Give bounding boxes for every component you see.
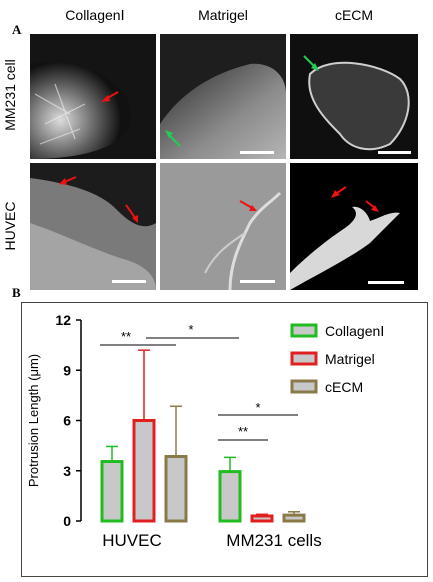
category-label: HUVEC	[102, 531, 162, 550]
bar	[282, 513, 306, 523]
legend-label: Matrigel	[325, 351, 375, 367]
arrow-red-icon	[125, 204, 137, 220]
bar	[100, 460, 124, 523]
bar-chart-panel: 0 3 6 9 12 Protrusion Length (μm) HUVEC MM231 c…	[21, 302, 428, 577]
legend-swatch	[290, 323, 318, 338]
micrograph-huvec-collagen	[30, 163, 156, 290]
significance-label: *	[255, 400, 260, 415]
bar	[164, 455, 188, 523]
row-label-huvec: HUVEC	[2, 201, 18, 251]
y-tick-label: 3	[63, 463, 71, 479]
legend-label: cECM	[325, 379, 363, 395]
bar	[132, 419, 156, 523]
micrograph-mm231-matrigel	[160, 34, 286, 159]
y-tick-label: 9	[63, 362, 71, 378]
row-label-mm231: MM231 cell	[2, 59, 18, 131]
y-axis-label: Protrusion Length (μm)	[26, 354, 41, 487]
bar	[250, 514, 274, 523]
panel-b-label: B	[12, 285, 21, 300]
column-title-collagen: CollagenⅠ	[65, 7, 125, 23]
significance-label: *	[188, 322, 193, 337]
column-title-matrigel: Matrigel	[198, 7, 248, 23]
y-tick-label: 12	[55, 312, 71, 328]
column-title-cecm: cECM	[334, 7, 374, 23]
panel-a-label: A	[12, 22, 22, 37]
category-label: MM231 cells	[226, 531, 321, 550]
micrograph-huvec-cecm	[290, 163, 418, 290]
micrograph-mm231-collagen	[30, 34, 156, 159]
y-tick-label: 6	[63, 413, 71, 429]
y-tick-label: 0	[63, 513, 71, 529]
legend-label: CollagenⅠ	[325, 323, 384, 339]
bar-chart: 0 3 6 9 12 Protrusion Length (μm) HUVEC MM231 c…	[26, 312, 384, 550]
legend-swatch	[290, 379, 318, 394]
micrograph-mm231-cecm	[290, 34, 418, 159]
bar	[218, 470, 242, 523]
significance-label: **	[121, 329, 131, 344]
significance-label: **	[238, 424, 248, 439]
micrograph-huvec-matrigel	[160, 163, 286, 290]
legend-swatch	[290, 351, 318, 366]
